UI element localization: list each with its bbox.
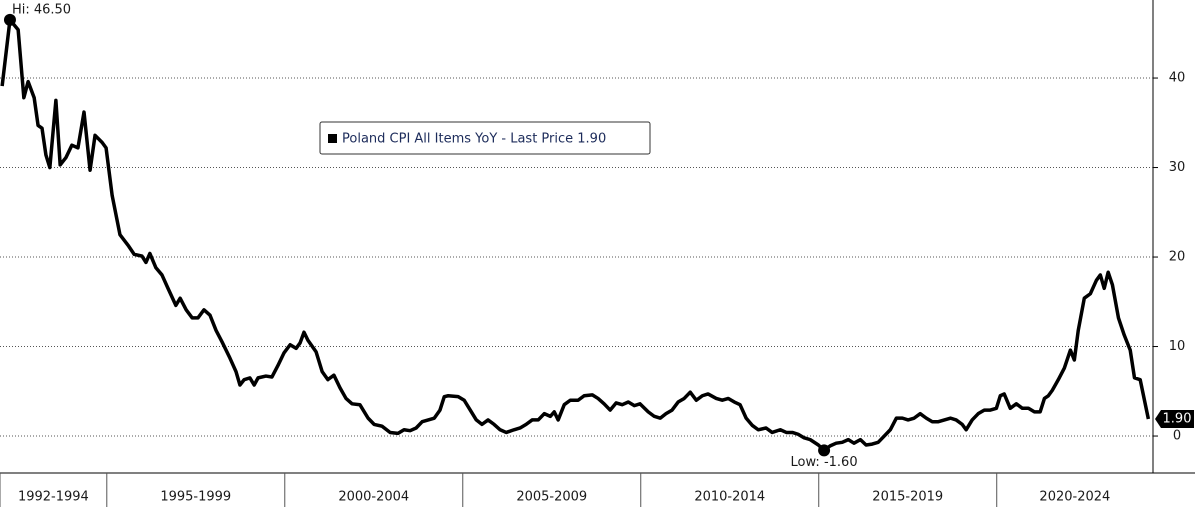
annotation-dot [818, 444, 831, 457]
y-tick-label: 0 [1173, 429, 1181, 444]
annotation-dot [3, 13, 16, 26]
y-tick-label: 20 [1169, 250, 1186, 265]
x-tick-label: 2005-2009 [516, 490, 587, 505]
x-tick-label: 2010-2014 [694, 490, 765, 505]
legend-box [319, 121, 651, 155]
y-tick-label: 30 [1169, 160, 1186, 175]
x-tick-label: 2020-2024 [1039, 490, 1110, 505]
annotation-label: Low: -1.60 [791, 455, 858, 470]
x-tick-label: 1995-1999 [160, 490, 231, 505]
legend: Poland CPI All Items YoY - Last Price 1.… [319, 121, 651, 155]
annotation-label: Hi: 46.50 [12, 2, 71, 17]
x-tick-label: 1992-1994 [18, 490, 89, 505]
last-value-box [1155, 410, 1194, 429]
x-tick-label: 2000-2004 [338, 490, 409, 505]
last-value-label: 1.90 [1163, 412, 1192, 427]
y-tick-label: 10 [1169, 339, 1186, 354]
y-tick-label: 40 [1169, 71, 1186, 86]
legend-label: Poland CPI All Items YoY - Last Price 1.… [342, 132, 606, 147]
line-series [0, 18, 1151, 453]
legend-swatch [328, 134, 337, 143]
x-tick-label: 2015-2019 [872, 490, 943, 505]
